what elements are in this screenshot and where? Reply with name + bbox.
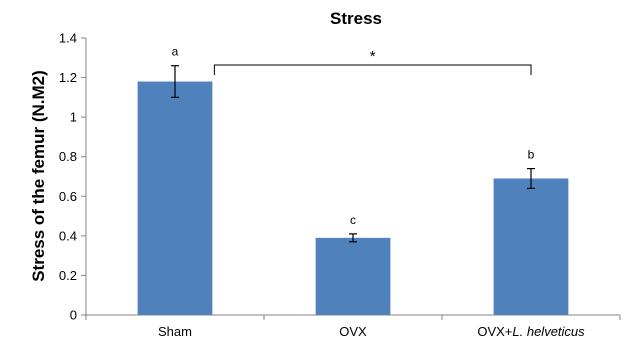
chart-title: Stress <box>330 9 382 28</box>
x-category-label: OVX <box>339 324 367 339</box>
significance-letter: a <box>172 45 179 59</box>
x-categories: Sham OVX OVX+L. helveticus <box>158 324 585 339</box>
error-bars <box>171 65 535 243</box>
category-text: Sham <box>158 324 192 339</box>
category-text: OVX+ <box>477 324 512 339</box>
y-axis-label: Stress of the femur (N.M2) <box>29 70 48 282</box>
x-category-label: Sham <box>158 324 192 339</box>
bracket-label: * <box>370 48 376 65</box>
bar <box>315 237 391 315</box>
y-tick-label: 1.2 <box>59 70 77 85</box>
significance-letter: c <box>350 213 356 227</box>
bracket-line <box>213 64 532 75</box>
y-tick-label: 0.6 <box>59 189 77 204</box>
category-text-italic: L. helveticus <box>512 324 585 339</box>
y-tick-label: 1.4 <box>59 31 77 46</box>
bars <box>137 81 569 316</box>
y-tick-label: 1 <box>70 110 77 125</box>
y-ticks: 0 0.2 0.4 0.6 0.8 1 1.2 1.4 <box>59 31 86 323</box>
significance-bracket: * <box>213 48 532 75</box>
category-text: OVX <box>339 324 367 339</box>
y-tick-label: 0.8 <box>59 149 77 164</box>
y-tick-label: 0.2 <box>59 268 77 283</box>
bar <box>137 81 213 316</box>
y-tick-label: 0 <box>70 308 77 323</box>
y-tick-label: 0.4 <box>59 228 77 243</box>
significance-letter: b <box>528 148 535 162</box>
bar <box>493 178 569 315</box>
significance-letters: a c b <box>172 45 535 227</box>
x-category-label: OVX+L. helveticus <box>477 324 585 339</box>
